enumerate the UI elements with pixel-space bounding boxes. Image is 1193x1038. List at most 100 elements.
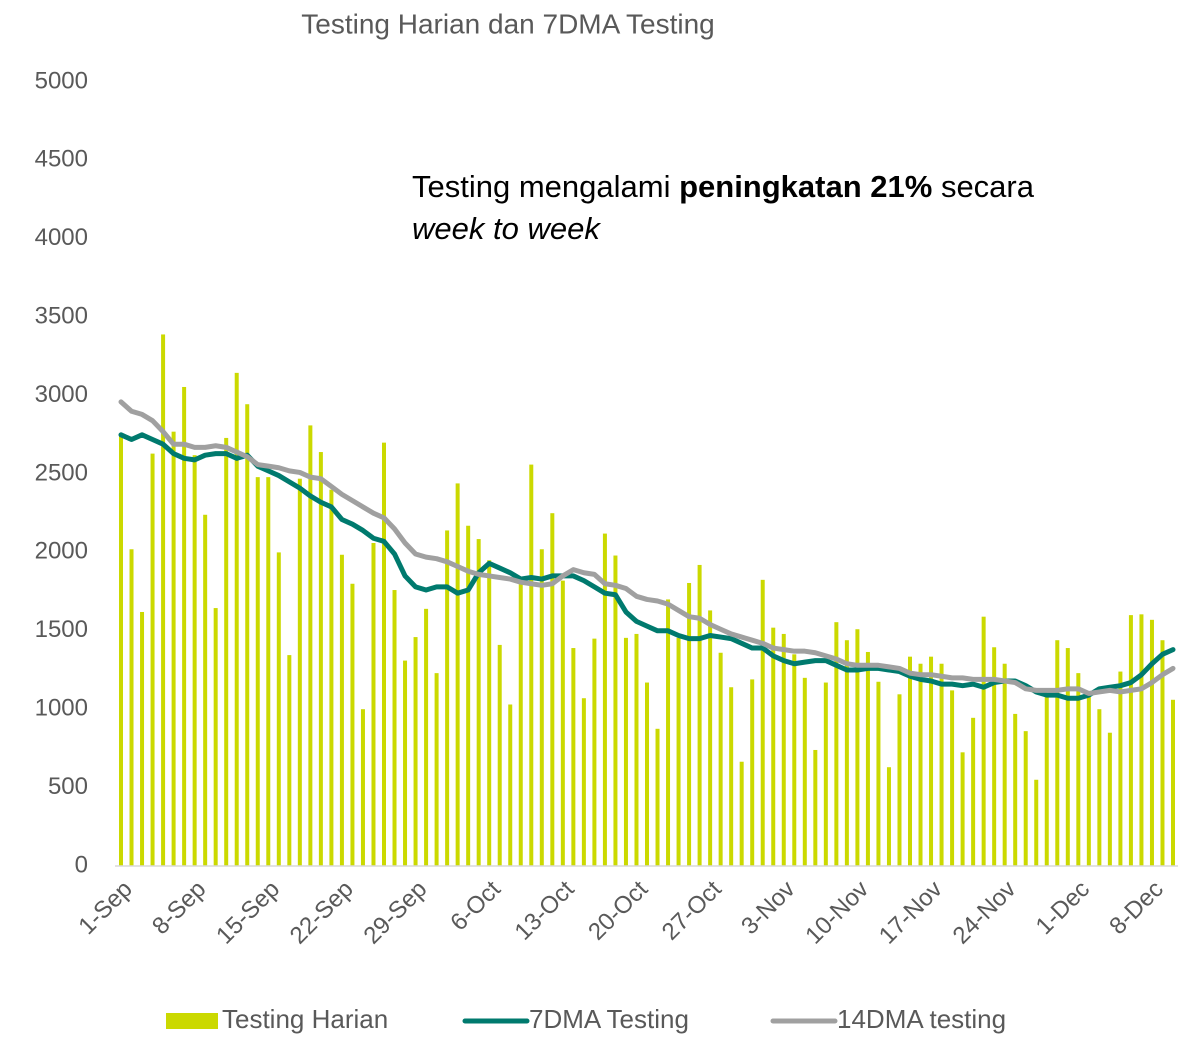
bar xyxy=(981,616,986,866)
bar xyxy=(865,651,870,866)
bar xyxy=(634,633,639,866)
bar xyxy=(1118,671,1123,866)
legend-swatch xyxy=(166,1013,218,1029)
bar xyxy=(813,749,818,866)
bar xyxy=(129,549,134,866)
annotation-italic: week to week xyxy=(412,211,601,246)
bar xyxy=(518,583,523,866)
bar xyxy=(318,452,323,866)
bar xyxy=(718,652,723,866)
bar xyxy=(939,663,944,866)
bar xyxy=(276,552,281,866)
chart-title: Testing Harian dan 7DMA Testing xyxy=(301,8,715,39)
bar xyxy=(676,637,681,866)
bar xyxy=(1097,709,1102,866)
y-tick-label: 2500 xyxy=(35,459,88,486)
annotation-text: Testing mengalami xyxy=(412,169,679,204)
bar xyxy=(140,611,145,866)
bar xyxy=(150,453,155,866)
bar xyxy=(224,437,229,866)
bar xyxy=(413,637,418,866)
bar xyxy=(666,599,671,866)
x-tick-label: 10-Nov xyxy=(800,876,874,950)
bar xyxy=(1107,732,1112,866)
bar xyxy=(445,530,450,866)
bar xyxy=(1023,731,1028,866)
bar xyxy=(971,717,976,866)
y-tick-label: 500 xyxy=(48,773,88,800)
bar xyxy=(992,647,997,866)
bar xyxy=(234,372,239,866)
x-tick-label: 3-Nov xyxy=(736,876,800,940)
y-tick-label: 2000 xyxy=(35,538,88,565)
y-tick-label: 3000 xyxy=(35,381,88,408)
bar xyxy=(1055,640,1060,866)
annotation-bold: peningkatan 21% xyxy=(679,169,932,204)
bar xyxy=(297,478,302,866)
bar xyxy=(1149,619,1154,866)
bar xyxy=(697,564,702,866)
legend-label: 7DMA Testing xyxy=(529,1004,689,1034)
annotation: Testing mengalami peningkatan 21% secara xyxy=(412,169,1035,204)
x-tick-label: 8-Sep xyxy=(147,876,211,940)
bar xyxy=(497,644,502,866)
bar xyxy=(382,442,386,866)
bar xyxy=(623,637,628,866)
bar xyxy=(329,489,334,866)
bar xyxy=(350,583,355,866)
bar xyxy=(171,431,176,866)
bar xyxy=(466,525,471,866)
bar xyxy=(876,681,881,866)
bar xyxy=(886,767,891,866)
x-tick-label: 20-Oct xyxy=(583,875,653,945)
bar xyxy=(360,709,365,866)
bar xyxy=(571,648,576,866)
bar xyxy=(119,434,123,866)
bar xyxy=(1044,693,1049,866)
bar xyxy=(392,590,397,866)
bar xyxy=(771,627,776,866)
x-tick-label: 17-Nov xyxy=(874,876,948,950)
bar xyxy=(592,638,597,866)
bar xyxy=(855,629,860,866)
bar xyxy=(1160,640,1165,866)
bar xyxy=(266,477,271,866)
bar xyxy=(434,673,439,866)
bar xyxy=(1002,663,1007,866)
bar xyxy=(203,514,208,866)
legend-label: Testing Harian xyxy=(222,1004,388,1034)
x-tick-label: 29-Sep xyxy=(358,876,432,950)
bar xyxy=(455,483,460,866)
bar xyxy=(950,690,955,866)
bar xyxy=(655,728,660,866)
x-tick-label: 27-Oct xyxy=(657,875,727,945)
bar xyxy=(1171,699,1175,866)
bar xyxy=(739,761,744,866)
x-tick-label: 13-Oct xyxy=(510,875,580,945)
bar xyxy=(1128,615,1133,866)
x-tick-label: 6-Oct xyxy=(445,875,506,936)
bar xyxy=(245,404,250,866)
bar xyxy=(403,660,408,866)
bar xyxy=(560,580,565,866)
bar xyxy=(645,682,649,866)
bar xyxy=(960,752,965,866)
bar xyxy=(1076,673,1081,866)
y-tick-label: 1500 xyxy=(35,616,88,643)
bar xyxy=(487,560,492,866)
y-tick-label: 3500 xyxy=(35,303,88,330)
bar xyxy=(1139,614,1144,866)
bar xyxy=(539,549,544,866)
x-tick-label: 22-Sep xyxy=(285,876,359,950)
x-tick-label: 1-Dec xyxy=(1031,876,1095,940)
bar xyxy=(1034,779,1039,866)
bar xyxy=(802,677,807,866)
bar xyxy=(823,682,828,866)
bar xyxy=(750,679,755,866)
bar xyxy=(581,698,586,866)
x-tick-label: 24-Nov xyxy=(948,876,1022,950)
legend-label: 14DMA testing xyxy=(837,1004,1006,1034)
annotation-text: secara xyxy=(932,169,1034,204)
bar xyxy=(929,656,934,866)
